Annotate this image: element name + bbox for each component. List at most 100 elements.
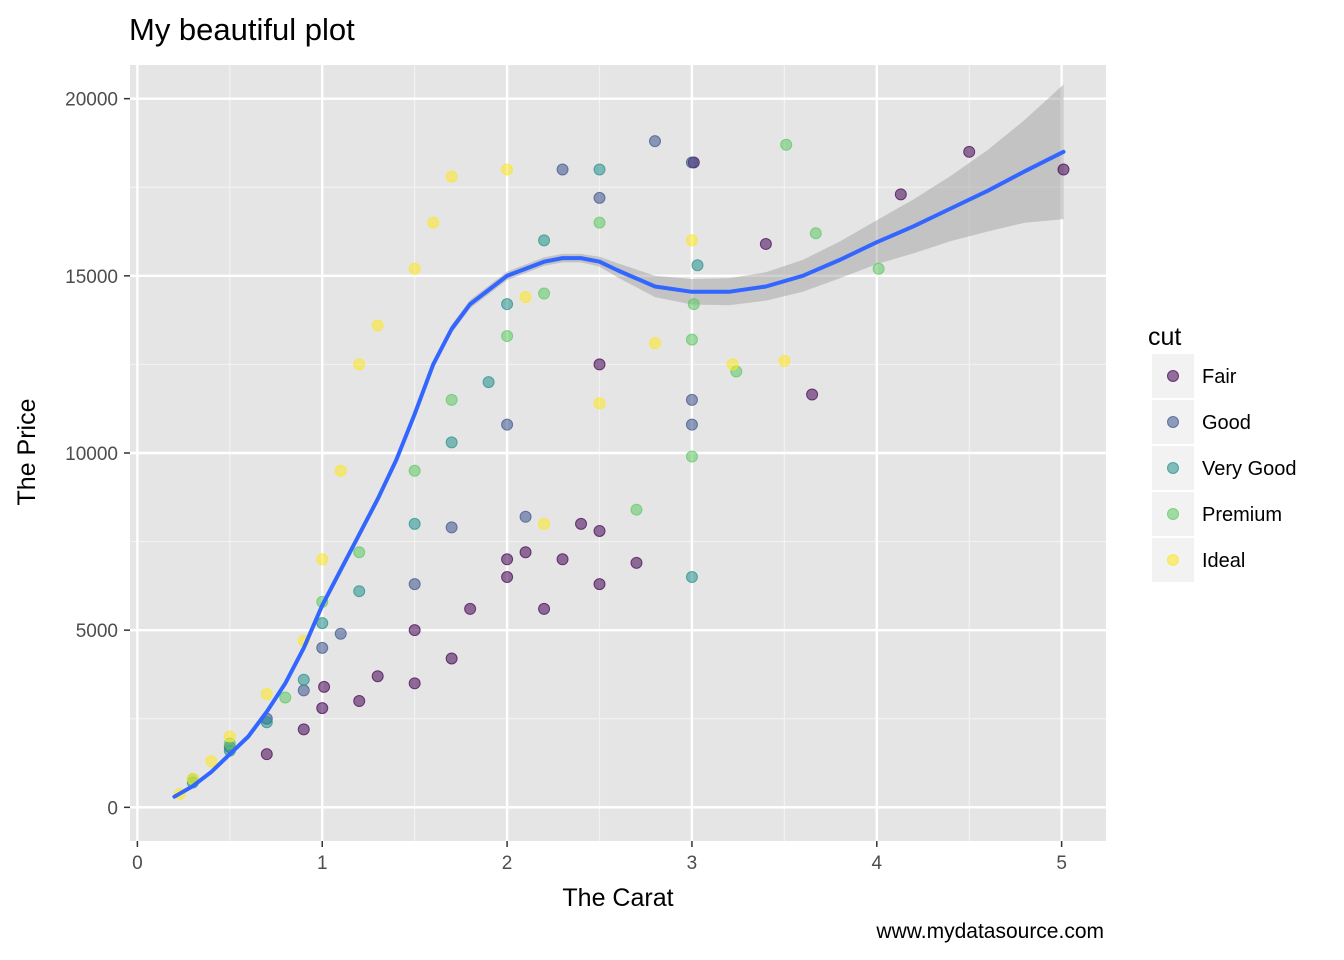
x-tick-label: 0 xyxy=(132,853,143,874)
data-point xyxy=(685,450,698,463)
data-point xyxy=(501,553,514,566)
data-point xyxy=(501,298,514,311)
data-point xyxy=(445,170,458,183)
legend-key-point xyxy=(1167,416,1179,428)
data-point xyxy=(353,546,366,559)
legend-key-point xyxy=(1167,554,1179,566)
legend-key-point xyxy=(1167,462,1179,474)
data-point xyxy=(316,553,329,566)
legend-label: Fair xyxy=(1202,366,1237,388)
data-point xyxy=(501,163,514,176)
data-point xyxy=(648,337,661,350)
data-point xyxy=(685,333,698,346)
data-point xyxy=(685,156,698,169)
y-axis-ticks: 0 5000 10000 15000 20000 xyxy=(65,90,130,819)
data-point xyxy=(353,358,366,371)
data-point xyxy=(501,418,514,431)
data-point xyxy=(538,602,551,615)
data-point xyxy=(593,163,606,176)
data-point xyxy=(316,702,329,715)
data-point xyxy=(538,287,551,300)
legend-label: Very Good xyxy=(1202,458,1297,480)
data-point xyxy=(894,188,907,201)
y-tick-label: 10000 xyxy=(65,444,118,465)
data-point xyxy=(223,730,236,743)
data-point xyxy=(260,687,273,700)
y-tick-label: 15000 xyxy=(65,267,118,288)
data-point xyxy=(759,237,772,250)
data-point xyxy=(778,354,791,367)
x-tick-label: 3 xyxy=(687,853,698,874)
data-point xyxy=(408,464,421,477)
data-point xyxy=(963,145,976,158)
data-point xyxy=(445,652,458,665)
data-point xyxy=(371,319,384,332)
data-point xyxy=(482,376,495,389)
x-axis-title: The Carat xyxy=(562,884,673,912)
legend-keys: Fair Good Very Good Premium Ideal xyxy=(1152,354,1297,582)
x-tick-label: 2 xyxy=(502,853,513,874)
data-point xyxy=(519,510,532,523)
data-point xyxy=(593,216,606,229)
data-point xyxy=(371,670,384,683)
legend-title: cut xyxy=(1148,323,1181,351)
legend-label: Ideal xyxy=(1202,550,1245,572)
data-point xyxy=(316,641,329,654)
data-point xyxy=(297,673,310,686)
data-point xyxy=(501,571,514,584)
data-point xyxy=(809,227,822,240)
data-point xyxy=(593,358,606,371)
data-point xyxy=(519,546,532,559)
data-point xyxy=(408,517,421,530)
data-point xyxy=(593,578,606,591)
x-tick-label: 1 xyxy=(317,853,328,874)
data-point xyxy=(297,723,310,736)
y-tick-label: 0 xyxy=(107,798,118,819)
data-point xyxy=(556,163,569,176)
data-point xyxy=(685,234,698,247)
x-tick-label: 4 xyxy=(871,853,882,874)
smooth-line xyxy=(172,149,1066,799)
y-tick-label: 20000 xyxy=(65,90,118,111)
y-axis-title: The Price xyxy=(13,399,41,506)
data-point xyxy=(318,680,331,693)
data-point xyxy=(445,393,458,406)
data-point xyxy=(691,259,704,272)
data-point xyxy=(519,291,532,304)
data-point xyxy=(575,517,588,530)
data-point xyxy=(685,571,698,584)
data-point xyxy=(593,524,606,537)
data-point xyxy=(806,388,819,401)
data-point xyxy=(648,135,661,148)
data-point xyxy=(205,755,218,768)
data-point xyxy=(445,436,458,449)
data-point xyxy=(408,624,421,637)
data-point xyxy=(630,556,643,569)
y-tick-label: 5000 xyxy=(76,621,118,642)
data-point xyxy=(408,578,421,591)
data-point xyxy=(408,262,421,275)
data-point xyxy=(685,418,698,431)
data-point xyxy=(501,330,514,343)
x-axis-ticks: 0 1 2 3 4 5 xyxy=(132,841,1067,874)
data-point xyxy=(353,585,366,598)
data-point xyxy=(445,521,458,534)
data-point xyxy=(538,234,551,247)
data-point xyxy=(630,503,643,516)
data-point xyxy=(556,553,569,566)
caption: www.mydatasource.com xyxy=(875,920,1104,943)
data-point xyxy=(872,262,885,275)
legend-key-point xyxy=(1167,370,1179,382)
chart-title: My beautiful plot xyxy=(129,12,355,47)
confidence-band xyxy=(174,84,1064,798)
data-point xyxy=(260,748,273,761)
data-point xyxy=(1057,163,1070,176)
smooth-line-layer xyxy=(172,149,1066,799)
data-point xyxy=(593,397,606,410)
data-point xyxy=(538,517,551,530)
x-tick-label: 5 xyxy=(1056,853,1067,874)
data-point xyxy=(464,602,477,615)
legend: cut Fair Good Very Good Premium Ideal xyxy=(1148,323,1297,582)
data-point xyxy=(353,695,366,708)
data-point xyxy=(334,464,347,477)
